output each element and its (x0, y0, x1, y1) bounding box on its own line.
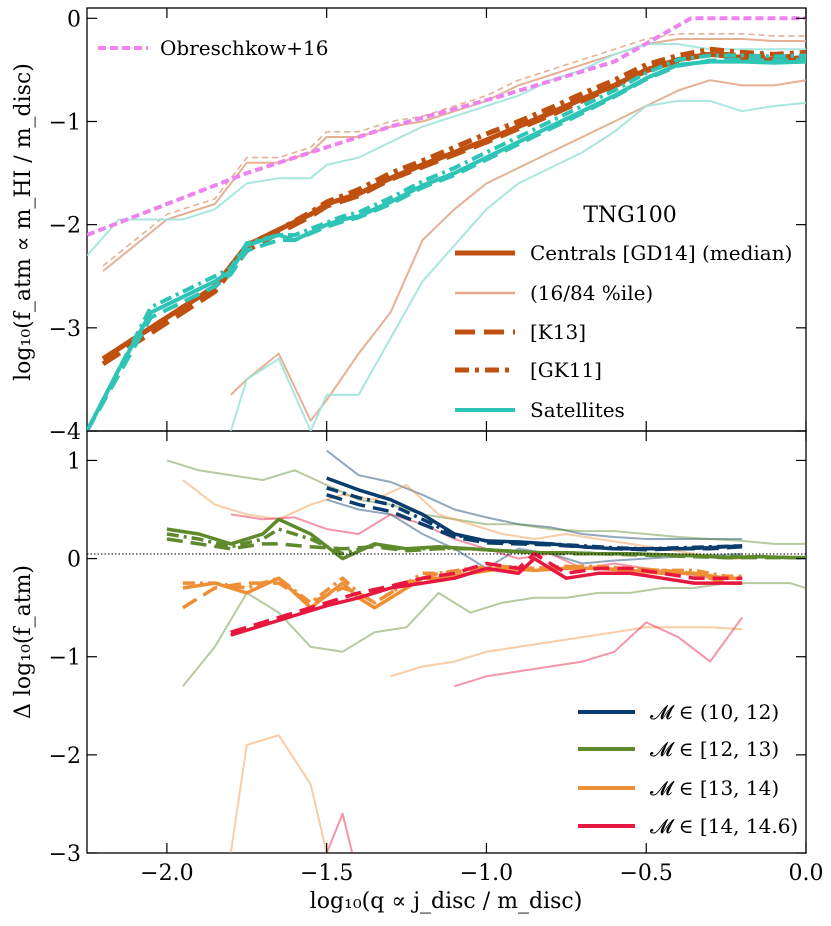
bottom-series-layer (166, 449, 806, 853)
legend-label-obreschkow: Obreschkow+16 (160, 36, 328, 60)
series-line-m3-low-tail (229, 734, 328, 853)
bottom-panel-frame (86, 430, 807, 854)
series-line-m2-upper (166, 459, 806, 545)
bottom-legend: 𝓜 ∈ (10, 12) 𝓜 ∈ [12, 13) 𝓜 ∈ [13, 14) 𝓜… (578, 700, 798, 838)
series-line-m2-gk11 (166, 527, 806, 560)
x-tick-label: −1.5 (300, 861, 353, 886)
x-tick-label: −1.0 (460, 861, 513, 886)
top-series-layer (87, 16, 806, 431)
legend-label-m1: 𝓜 ∈ (10, 12) (650, 700, 779, 724)
series-line-obreschkow-16 (87, 16, 806, 237)
legend-label-k13: [K13] (530, 320, 586, 344)
bottom-y-tick-label: −3 (49, 842, 81, 867)
series-line-m2-lower (182, 582, 806, 687)
x-tick-label: −2.0 (140, 861, 193, 886)
series-line-satellites-84- (87, 43, 806, 257)
legend-label-satellites: Satellites (530, 398, 625, 422)
series-line-m3-lower (390, 626, 743, 678)
legend-title: TNG100 (583, 203, 677, 228)
x-tick-label: 0.0 (789, 861, 824, 886)
top-y-tick-label: −4 (49, 420, 81, 445)
series-line-m1-upper (326, 449, 743, 540)
series-line-m4-median (230, 556, 743, 637)
x-tick-label: −0.5 (620, 861, 673, 886)
top-legend: TNG100 Centrals [GD14] (median) (16/84 %… (455, 203, 792, 422)
bottom-y-tick-label: 0 (67, 548, 81, 573)
top-y-tick-label: 0 (67, 7, 81, 32)
legend-label-percentiles: (16/84 %ile) (530, 281, 653, 305)
x-axis-label: log₁₀(q ∝ j_disc / m_disc) (310, 889, 583, 914)
series-line--gk11- (101, 46, 806, 361)
legend-label-centrals: Centrals [GD14] (median) (530, 241, 792, 265)
series-line-m1-gk11 (326, 486, 743, 551)
series-line-m3-gk11 (182, 564, 743, 605)
obreschkow-legend: Obreschkow+16 (98, 36, 328, 60)
series-line-centrals-84- (102, 38, 806, 272)
top-y-tick-label: −1 (49, 110, 81, 135)
series-line-centrals-84-alt (102, 32, 806, 267)
top-y-tick-label: −2 (49, 214, 81, 239)
series-line-satellites-16- (229, 99, 806, 431)
legend-label-gk11: [GK11] (530, 358, 602, 382)
top-panel-frame (86, 7, 807, 432)
bottom-y-tick-label: −1 (49, 646, 81, 671)
top-y-tick-label: −3 (49, 317, 81, 342)
top-y-axis-label: log₁₀(f_atm ∝ m_HI / m_disc) (11, 63, 36, 381)
legend-label-m4: 𝓜 ∈ [14, 14.6) (650, 814, 798, 838)
legend-label-m2: 𝓜 ∈ [12, 13) (650, 737, 779, 761)
bottom-y-tick-label: 1 (67, 449, 81, 474)
series-line-satellites-k13 (87, 57, 806, 431)
series-line-m4-k13 (230, 551, 743, 634)
bottom-y-axis-label: Δ log₁₀(f_atm) (11, 565, 36, 719)
legend-label-m3: 𝓜 ∈ [13, 14) (650, 776, 779, 800)
bottom-y-tick-label: −2 (49, 744, 81, 769)
series-line-centrals-16- (230, 79, 806, 422)
series-line-m4-low-tail (325, 812, 354, 853)
ticks-layer: 0 −1 −2 −3 −4 1 0 −1 −2 −3 −2.0 −1.5 −1.0 −0.5 0.0 (49, 7, 824, 886)
series-line-m4-lower (454, 616, 743, 688)
series-line-satellites-gk11 (87, 53, 806, 431)
